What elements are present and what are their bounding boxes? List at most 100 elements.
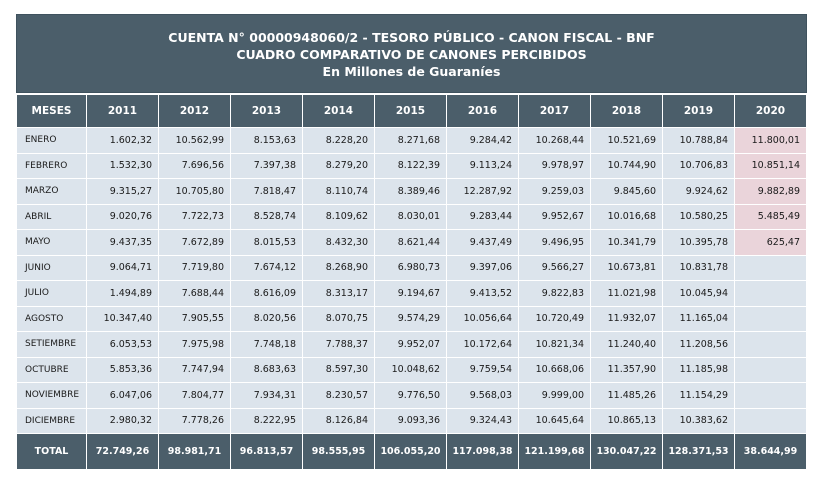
value-cell: 12.287,92 — [446, 178, 519, 205]
value-cell: 7.778,26 — [158, 407, 231, 434]
table-row: SETIEMBRE 6.053,53 7.975,98 7.748,18 7.788,3… — [16, 331, 807, 358]
value-cell: 8.110,74 — [302, 178, 375, 205]
value-cell: 2.980,32 — [86, 407, 159, 434]
column-header-year: 2017 — [518, 94, 591, 128]
value-cell: 7.804,77 — [158, 382, 231, 409]
value-cell: 10.645,64 — [518, 407, 591, 434]
value-cell: 7.719,80 — [158, 254, 231, 281]
value-cell: 8.153,63 — [230, 127, 303, 154]
value-cell: 7.934,31 — [230, 382, 303, 409]
table-row: MARZO 9.315,27 10.705,80 7.818,47 8.110,74 8.… — [16, 178, 807, 205]
total-value: 106.055,20 — [374, 433, 447, 470]
month-label: FEBRERO — [16, 152, 87, 179]
value-cell: 10.788,84 — [662, 127, 735, 154]
month-label: DICIEMBRE — [16, 407, 87, 434]
value-cell: 10.562,99 — [158, 127, 231, 154]
total-value: 72.749,26 — [86, 433, 159, 470]
column-header-meses: MESES — [16, 94, 87, 128]
value-cell: 7.397,38 — [230, 152, 303, 179]
value-cell: 10.673,81 — [590, 254, 663, 281]
value-cell: 10.831,78 — [662, 254, 735, 281]
table-row: JULIO 1.494,89 7.688,44 8.616,09 8.313,17 9.1… — [16, 280, 807, 307]
month-label: ENERO — [16, 127, 87, 154]
table-row: DICIEMBRE 2.980,32 7.778,26 8.222,95 8.126,8… — [16, 407, 807, 434]
value-cell: 11.208,56 — [662, 331, 735, 358]
value-cell: 8.597,30 — [302, 356, 375, 383]
table-row: OCTUBRE 5.853,36 7.747,94 8.683,63 8.597,30 1… — [16, 356, 807, 383]
value-cell: 6.053,53 — [86, 331, 159, 358]
value-cell: 8.070,75 — [302, 305, 375, 332]
table-row: JUNIO 9.064,71 7.719,80 7.674,12 8.268,90 6.9… — [16, 254, 807, 281]
value-cell: 11.240,40 — [590, 331, 663, 358]
month-label: JUNIO — [16, 254, 87, 281]
value-cell — [734, 407, 807, 434]
value-cell: 9.776,50 — [374, 382, 447, 409]
value-cell: 9.397,06 — [446, 254, 519, 281]
month-label: JULIO — [16, 280, 87, 307]
value-cell: 9.978,97 — [518, 152, 591, 179]
table-row: FEBRERO 1.532,30 7.696,56 7.397,38 8.279,20 8… — [16, 152, 807, 179]
value-cell: 8.528,74 — [230, 203, 303, 230]
value-cell: 8.109,62 — [302, 203, 375, 230]
value-cell: 9.093,36 — [374, 407, 447, 434]
value-cell: 6.980,73 — [374, 254, 447, 281]
value-cell: 10.706,83 — [662, 152, 735, 179]
value-cell: 8.313,17 — [302, 280, 375, 307]
total-value: 121.199,68 — [518, 433, 591, 470]
total-label: TOTAL — [16, 433, 87, 470]
value-cell: 8.389,46 — [374, 178, 447, 205]
value-cell: 10.172,64 — [446, 331, 519, 358]
value-cell: 9.952,67 — [518, 203, 591, 230]
table-body: ENERO 1.602,32 10.562,99 8.153,63 8.228,20 8.… — [16, 127, 807, 434]
value-cell: 8.122,39 — [374, 152, 447, 179]
value-cell: 9.284,42 — [446, 127, 519, 154]
report-container: CUENTA N° 00000948060/2 - TESORO PÚBLICO… — [16, 14, 807, 470]
column-header-year: 2019 — [662, 94, 735, 128]
value-cell — [734, 331, 807, 358]
total-value: 98.981,71 — [158, 433, 231, 470]
value-cell: 9.113,24 — [446, 152, 519, 179]
total-row: TOTAL 72.749,26 98.981,71 96.813,57 98.555,9… — [16, 433, 807, 470]
value-cell: 7.905,55 — [158, 305, 231, 332]
value-cell: 10.851,14 — [734, 152, 807, 179]
value-cell: 6.047,06 — [86, 382, 159, 409]
value-cell: 10.268,44 — [518, 127, 591, 154]
column-header-year: 2012 — [158, 94, 231, 128]
value-cell: 9.924,62 — [662, 178, 735, 205]
value-cell: 10.016,68 — [590, 203, 663, 230]
value-cell: 8.228,20 — [302, 127, 375, 154]
value-cell: 10.383,62 — [662, 407, 735, 434]
month-label: ABRIL — [16, 203, 87, 230]
value-cell: 10.341,79 — [590, 229, 663, 256]
column-header-year: 2018 — [590, 94, 663, 128]
table-header-row: MESES 2011 2012 2013 2014 2015 2016 2017 2018 201… — [16, 94, 807, 128]
value-cell: 9.324,43 — [446, 407, 519, 434]
value-cell: 9.999,00 — [518, 382, 591, 409]
value-cell: 8.015,53 — [230, 229, 303, 256]
value-cell: 10.668,06 — [518, 356, 591, 383]
report-title-line1: CUENTA N° 00000948060/2 - TESORO PÚBLICO… — [168, 30, 655, 45]
value-cell: 11.800,01 — [734, 127, 807, 154]
value-cell — [734, 356, 807, 383]
value-cell: 10.048,62 — [374, 356, 447, 383]
total-value: 96.813,57 — [230, 433, 303, 470]
table-row: ABRIL 9.020,76 7.722,73 8.528,74 8.109,62 8.0… — [16, 203, 807, 230]
value-cell: 10.056,64 — [446, 305, 519, 332]
value-cell: 10.744,90 — [590, 152, 663, 179]
value-cell: 9.194,67 — [374, 280, 447, 307]
canon-table: MESES 2011 2012 2013 2014 2015 2016 2017 2018 201… — [16, 94, 807, 470]
value-cell: 7.674,12 — [230, 254, 303, 281]
value-cell: 7.747,94 — [158, 356, 231, 383]
value-cell: 9.020,76 — [86, 203, 159, 230]
value-cell: 10.347,40 — [86, 305, 159, 332]
value-cell: 9.568,03 — [446, 382, 519, 409]
column-header-year: 2016 — [446, 94, 519, 128]
month-label: NOVIEMBRE — [16, 382, 87, 409]
value-cell: 7.672,89 — [158, 229, 231, 256]
value-cell: 8.020,56 — [230, 305, 303, 332]
total-value: 128.371,53 — [662, 433, 735, 470]
value-cell: 9.315,27 — [86, 178, 159, 205]
report-header: CUENTA N° 00000948060/2 - TESORO PÚBLICO… — [16, 14, 807, 93]
column-header-year: 2014 — [302, 94, 375, 128]
value-cell: 9.574,29 — [374, 305, 447, 332]
